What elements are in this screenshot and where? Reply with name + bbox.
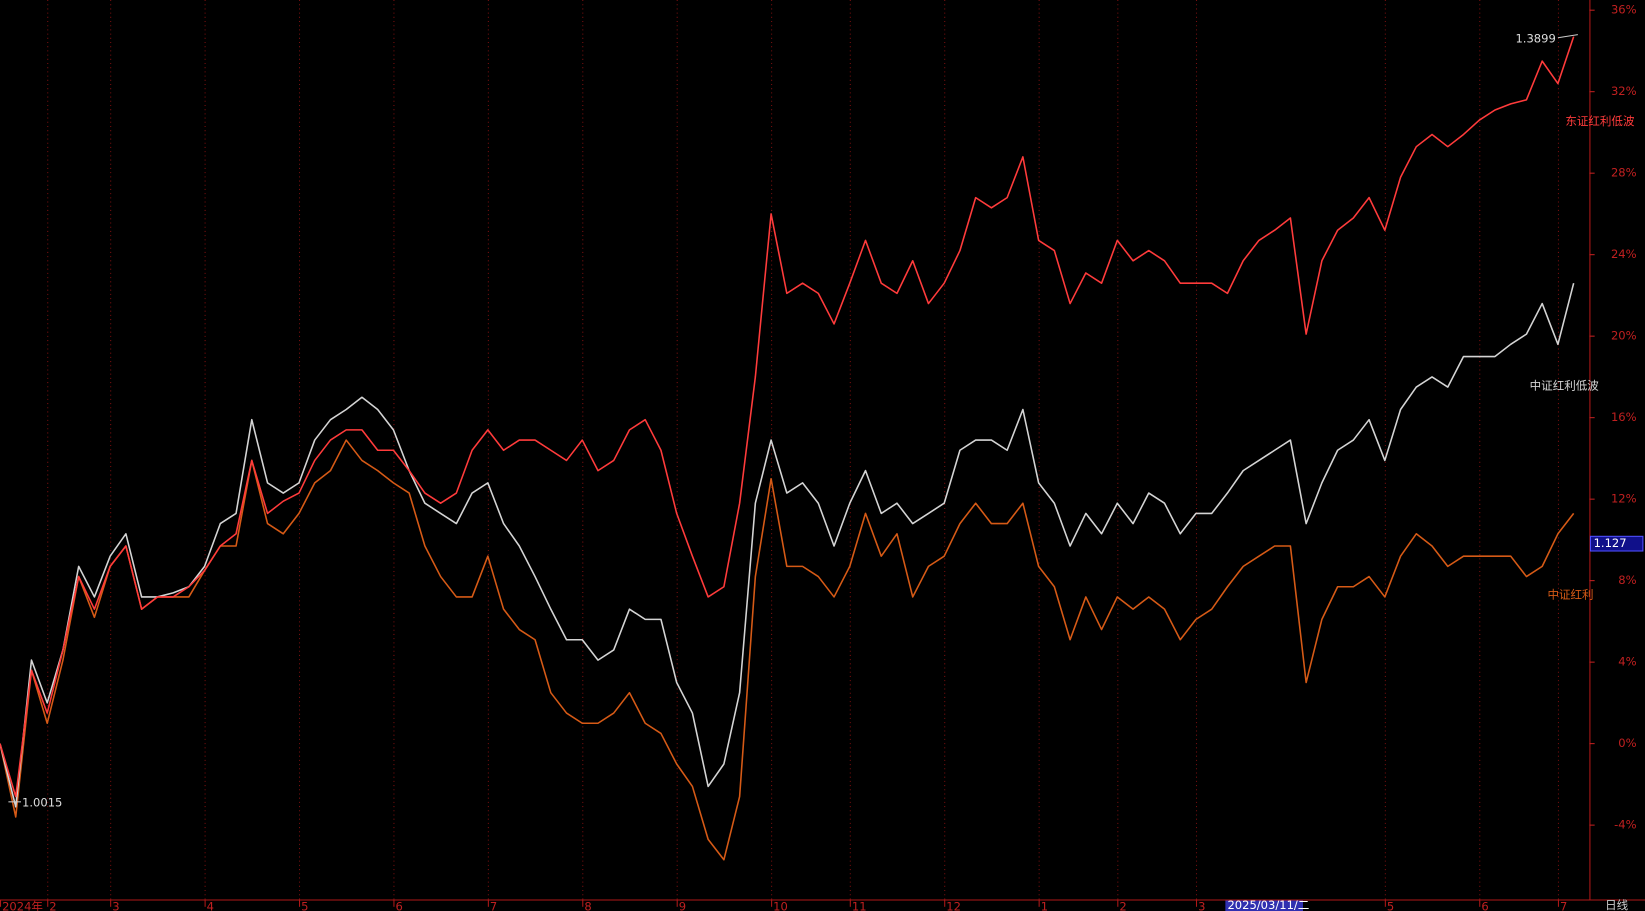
x-tick-label: 3 <box>1198 899 1205 911</box>
series-line <box>0 439 1575 861</box>
y-tick-label: 36% <box>1611 3 1637 17</box>
y-tick-label: 24% <box>1611 247 1637 261</box>
x-tick-label: 4 <box>207 899 214 911</box>
x-tick-label: 2 <box>1119 899 1126 911</box>
series-line <box>0 36 1575 798</box>
legend-label: 中证红利 <box>1547 588 1593 602</box>
x-tick-label: 7 <box>1560 899 1567 911</box>
y-tick-label: 4% <box>1618 655 1636 669</box>
y-tick-label: 8% <box>1618 573 1636 587</box>
y-tick-label: 20% <box>1611 329 1637 343</box>
cursor-date-box <box>1225 900 1303 911</box>
x-tick-label: 2 <box>49 899 56 911</box>
x-tick-label: 1 <box>1041 899 1048 911</box>
y-tick-label: 32% <box>1611 84 1637 98</box>
legend-label: 东证红利低波 <box>1565 114 1635 128</box>
x-tick-label: 10 <box>773 899 788 911</box>
x-tick-label: 2024年 <box>2 899 43 911</box>
x-tick-label: 12 <box>946 899 961 911</box>
y-tick-label: -4% <box>1614 818 1636 832</box>
x-tick-label: 9 <box>679 899 686 911</box>
x-tick-label: 6 <box>396 899 403 911</box>
y-tick-label: 12% <box>1611 492 1637 506</box>
x-tick-label: 5 <box>1387 899 1394 911</box>
x-tick-label: 11 <box>852 899 867 911</box>
x-tick-label: 6 <box>1481 899 1488 911</box>
x-tick-label: 8 <box>584 899 591 911</box>
cursor-value-box <box>1589 535 1644 552</box>
period-label: 日线 <box>1605 898 1629 911</box>
cursor-value: 1.127 <box>1594 536 1627 550</box>
series-line <box>0 282 1575 808</box>
max-label: 1.3899 <box>1515 31 1555 45</box>
y-tick-label: 0% <box>1618 736 1636 750</box>
y-tick-label: 28% <box>1611 166 1637 180</box>
annotation-arrow <box>1557 34 1578 39</box>
min-label: 1.0015 <box>22 795 62 809</box>
x-tick-label: 5 <box>301 899 308 911</box>
x-tick-label: 7 <box>490 899 497 911</box>
y-tick-label: 16% <box>1611 410 1637 424</box>
x-tick-label: 3 <box>112 899 119 911</box>
cursor-date: 2025/03/11/二 <box>1227 898 1309 911</box>
legend-label: 中证红利低波 <box>1530 379 1600 393</box>
